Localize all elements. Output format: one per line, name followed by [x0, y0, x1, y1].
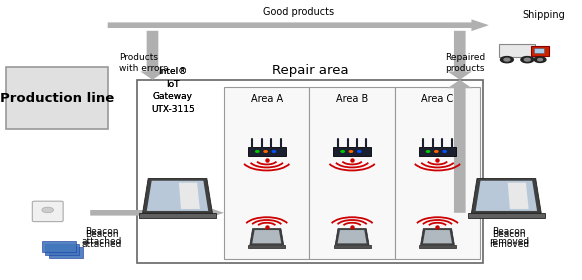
- Circle shape: [443, 151, 446, 152]
- Text: Good products: Good products: [262, 7, 334, 17]
- Polygon shape: [250, 229, 283, 245]
- Text: Intel®
IoT
Gateway
UTX-3115: Intel® IoT Gateway UTX-3115: [151, 67, 195, 114]
- Polygon shape: [252, 230, 281, 243]
- FancyBboxPatch shape: [248, 245, 285, 248]
- FancyBboxPatch shape: [499, 44, 535, 57]
- Text: Area C: Area C: [421, 94, 453, 104]
- Text: Beacon
removed: Beacon removed: [489, 227, 529, 246]
- FancyBboxPatch shape: [139, 213, 216, 218]
- FancyBboxPatch shape: [6, 67, 108, 129]
- Circle shape: [272, 151, 275, 152]
- Polygon shape: [147, 181, 208, 211]
- Polygon shape: [335, 229, 369, 245]
- Circle shape: [435, 151, 438, 152]
- FancyBboxPatch shape: [42, 241, 76, 252]
- FancyBboxPatch shape: [419, 245, 456, 248]
- Text: Area B: Area B: [336, 94, 368, 104]
- FancyArrow shape: [108, 19, 489, 31]
- Text: Beacon
attached: Beacon attached: [81, 230, 122, 249]
- FancyArrow shape: [448, 31, 472, 80]
- Circle shape: [255, 151, 259, 152]
- FancyBboxPatch shape: [531, 46, 549, 56]
- FancyBboxPatch shape: [224, 87, 310, 259]
- Circle shape: [524, 58, 530, 61]
- Polygon shape: [475, 181, 537, 211]
- FancyBboxPatch shape: [333, 147, 371, 156]
- Circle shape: [264, 151, 267, 152]
- Circle shape: [427, 151, 430, 152]
- FancyBboxPatch shape: [534, 48, 544, 53]
- Text: Intel®
IoT
Gateway
UTX-3115: Intel® IoT Gateway UTX-3115: [151, 67, 195, 114]
- Polygon shape: [421, 229, 455, 245]
- FancyArrow shape: [448, 80, 472, 213]
- Polygon shape: [471, 178, 541, 213]
- Text: Products
with errors: Products with errors: [119, 53, 168, 73]
- FancyArrow shape: [140, 31, 165, 80]
- FancyBboxPatch shape: [418, 147, 456, 156]
- FancyBboxPatch shape: [310, 87, 395, 259]
- Circle shape: [504, 58, 510, 61]
- FancyBboxPatch shape: [137, 80, 483, 263]
- FancyBboxPatch shape: [248, 147, 286, 156]
- Polygon shape: [423, 230, 452, 243]
- Circle shape: [534, 57, 546, 62]
- Polygon shape: [508, 183, 528, 209]
- FancyBboxPatch shape: [33, 201, 63, 222]
- Text: Production line: Production line: [0, 92, 114, 104]
- Polygon shape: [338, 230, 367, 243]
- Circle shape: [501, 57, 513, 63]
- Text: Area A: Area A: [251, 94, 283, 104]
- Circle shape: [341, 151, 345, 152]
- Circle shape: [538, 59, 542, 61]
- Polygon shape: [143, 178, 212, 213]
- Text: Repair area: Repair area: [272, 64, 348, 77]
- FancyArrow shape: [90, 207, 224, 219]
- Polygon shape: [179, 183, 200, 209]
- Circle shape: [42, 207, 54, 213]
- FancyBboxPatch shape: [395, 87, 480, 259]
- FancyBboxPatch shape: [45, 244, 79, 255]
- Text: Beacon
removed: Beacon removed: [489, 230, 529, 249]
- Circle shape: [358, 151, 361, 152]
- FancyBboxPatch shape: [468, 213, 545, 218]
- Text: Shipping: Shipping: [523, 10, 566, 20]
- FancyBboxPatch shape: [333, 245, 371, 248]
- Text: Repaired
products: Repaired products: [445, 53, 485, 73]
- Text: Beacon
attached: Beacon attached: [81, 227, 122, 246]
- Circle shape: [521, 57, 534, 63]
- FancyBboxPatch shape: [49, 247, 83, 258]
- Circle shape: [349, 151, 353, 152]
